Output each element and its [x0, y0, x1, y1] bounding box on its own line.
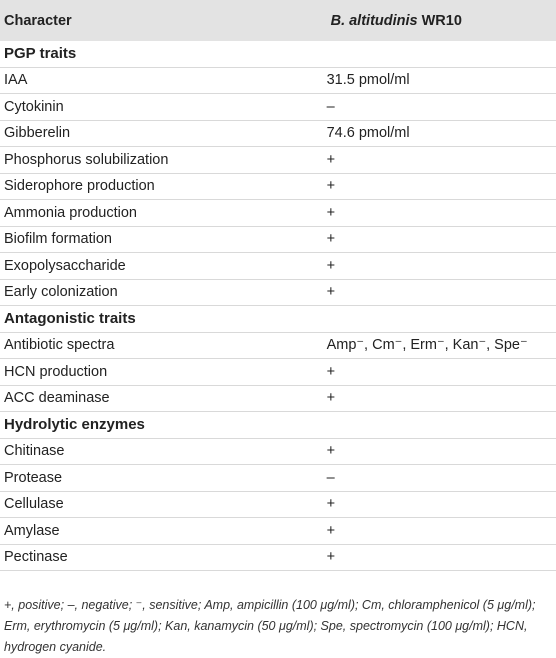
row-value: +	[326, 443, 336, 460]
row-label: Pectinase	[4, 549, 68, 566]
row-value: +	[326, 204, 336, 221]
row-value: +	[326, 549, 336, 566]
row-value: +	[326, 178, 336, 195]
table-row: Gibberelin 74.6 pmol/ml	[0, 120, 556, 147]
row-value: 74.6 pmol/ml	[326, 125, 410, 142]
table-row-section: PGP traits	[0, 41, 556, 67]
table-header-row: Character B. altitudinis WR10	[0, 0, 556, 41]
header-strain: B. altitudinis WR10	[327, 0, 556, 41]
row-label: Phosphorus solubilization	[4, 151, 169, 168]
row-label: Antibiotic spectra	[4, 337, 115, 354]
row-value: +	[326, 496, 336, 513]
row-value: +	[326, 284, 336, 301]
table-row: ACC deaminase +	[0, 385, 556, 412]
table-row: Cellulase +	[0, 491, 556, 518]
table-row: Ammonia production +	[0, 199, 556, 226]
row-label: Gibberelin	[4, 125, 71, 142]
header-strain-rest: WR10	[417, 12, 462, 29]
row-label: HCN production	[4, 363, 108, 380]
row-value: –	[326, 469, 335, 486]
row-label: Ammonia production	[4, 204, 137, 221]
row-value: +	[326, 151, 336, 168]
table-row-section: Antagonistic traits	[0, 305, 556, 333]
row-value: 31.5 pmol/ml	[326, 72, 410, 89]
table-row: HCN production +	[0, 358, 556, 385]
row-value: +	[326, 390, 336, 407]
table-row: Amylase +	[0, 517, 556, 544]
table-container: Character B. altitudinis WR10 PGP traits…	[0, 0, 556, 571]
table-row: IAA 31.5 pmol/ml	[0, 67, 556, 94]
table-row: Pectinase +	[0, 544, 556, 571]
table-row: Cytokinin –	[0, 93, 556, 120]
table-row: Protease –	[0, 464, 556, 491]
row-label: Protease	[4, 469, 63, 486]
row-label: Cellulase	[4, 496, 64, 513]
table-row: Siderophore production +	[0, 173, 556, 200]
row-label: Siderophore production	[4, 178, 155, 195]
row-label: Early colonization	[4, 284, 118, 301]
table-row-section: Hydrolytic enzymes	[0, 411, 556, 439]
table-row: Antibiotic spectra Amp⁻, Cm⁻, Erm⁻, Kan⁻,…	[0, 332, 556, 359]
table-row: Chitinase +	[0, 438, 556, 465]
row-label: PGP traits	[4, 45, 77, 63]
row-label: Antagonistic traits	[4, 310, 136, 328]
header-strain-italic: B. altitudinis	[330, 12, 418, 29]
header-character: Character	[4, 12, 72, 29]
table-row: Early colonization +	[0, 279, 556, 306]
row-label: Chitinase	[4, 443, 65, 460]
row-value	[327, 41, 556, 67]
row-value: +	[326, 363, 336, 380]
table-footnote: +, positive; –, negative; ⁻, sensitive; …	[4, 598, 536, 654]
row-label: Hydrolytic enzymes	[4, 416, 145, 434]
traits-table: Character B. altitudinis WR10 PGP traits…	[0, 0, 556, 571]
row-label: Biofilm formation	[4, 231, 112, 248]
row-label: Exopolysaccharide	[4, 257, 126, 274]
row-value: +	[326, 257, 336, 274]
row-label: ACC deaminase	[4, 390, 110, 407]
row-value	[327, 412, 556, 439]
row-value: –	[326, 98, 335, 115]
table-body: PGP traits IAA 31.5 pmol/ml Cytokinin – Gi…	[0, 41, 556, 571]
row-value	[327, 306, 556, 333]
table-row: Phosphorus solubilization +	[0, 146, 556, 173]
row-label: Cytokinin	[4, 98, 64, 115]
row-value: +	[326, 522, 336, 539]
row-label: IAA	[4, 72, 28, 89]
table-row: Exopolysaccharide +	[0, 252, 556, 279]
row-label: Amylase	[4, 522, 60, 539]
row-value: Amp⁻, Cm⁻, Erm⁻, Kan⁻, Spe⁻	[326, 337, 528, 354]
table-row: Biofilm formation +	[0, 226, 556, 253]
row-value: +	[326, 231, 336, 248]
